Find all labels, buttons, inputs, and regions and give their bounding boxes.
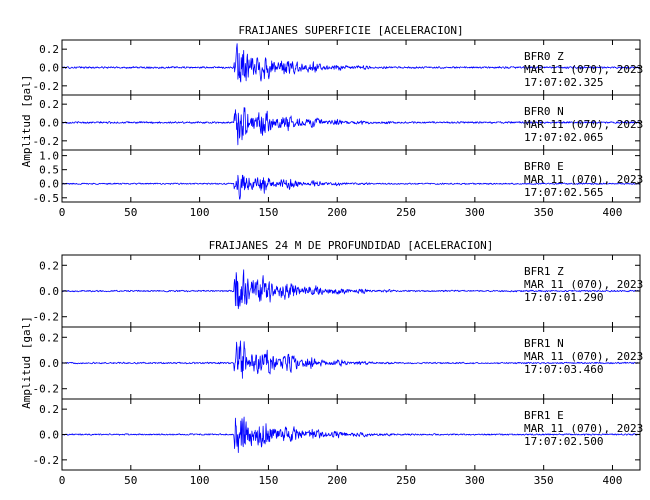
- y-tick-label: 0.0: [39, 178, 59, 191]
- x-tick-label: 0: [59, 474, 66, 487]
- station-date: MAR 11 (070), 2023: [524, 63, 643, 76]
- station-label: BFR0 E: [524, 160, 564, 173]
- y-tick-label: -0.2: [33, 454, 60, 467]
- x-tick-label: 400: [603, 474, 623, 487]
- y-tick-label: 0.0: [39, 285, 59, 298]
- station-time: 17:07:03.460: [524, 363, 603, 376]
- y-tick-label: -0.2: [33, 135, 60, 148]
- waveform-trace: [61, 340, 641, 379]
- y-axis-label: Amplitud [gal]: [20, 316, 33, 409]
- y-tick-label: 0.2: [39, 43, 59, 56]
- station-label: BFR1 N: [524, 337, 564, 350]
- station-label: BFR0 N: [524, 105, 564, 118]
- x-tick-label: 350: [534, 206, 554, 219]
- station-time: 17:07:01.290: [524, 291, 603, 304]
- x-tick-label: 350: [534, 474, 554, 487]
- station-date: MAR 11 (070), 2023: [524, 118, 643, 131]
- x-tick-label: 400: [603, 206, 623, 219]
- chart-title: FRAIJANES 24 M DE PROFUNDIDAD [ACELERACI…: [209, 239, 494, 252]
- station-time: 17:07:02.565: [524, 186, 603, 199]
- station-date: MAR 11 (070), 2023: [524, 422, 643, 435]
- chart-title: FRAIJANES SUPERFICIE [ACELERACION]: [238, 24, 463, 37]
- y-tick-label: 1.0: [39, 150, 59, 163]
- panel-frame: [61, 149, 641, 203]
- y-tick-label: 0.2: [39, 403, 59, 416]
- x-tick-label: 50: [124, 474, 137, 487]
- x-tick-label: 100: [190, 474, 210, 487]
- x-tick-label: 250: [396, 206, 416, 219]
- station-date: MAR 11 (070), 2023: [524, 173, 643, 186]
- y-tick-label: 0.0: [39, 117, 59, 130]
- waveform-trace: [61, 174, 640, 200]
- chart-group-2: FRAIJANES 24 M DE PROFUNDIDAD [ACELERACI…: [20, 239, 643, 487]
- station-label: BFR1 Z: [524, 265, 564, 278]
- y-tick-label: 0.2: [39, 98, 59, 111]
- y-tick-label: 0.2: [39, 331, 59, 344]
- y-tick-label: 0.0: [39, 429, 59, 442]
- x-tick-label: 50: [124, 206, 137, 219]
- y-tick-label: -0.2: [33, 311, 60, 324]
- station-time: 17:07:02.065: [524, 131, 603, 144]
- station-label: BFR0 Z: [524, 50, 564, 63]
- y-axis-label: Amplitud [gal]: [20, 75, 33, 168]
- x-tick-label: 300: [465, 206, 485, 219]
- station-label: BFR1 E: [524, 409, 564, 422]
- y-tick-label: -0.2: [33, 80, 60, 93]
- x-tick-label: 250: [396, 474, 416, 487]
- chart-group-1: FRAIJANES SUPERFICIE [ACELERACION] Amplit…: [20, 24, 643, 219]
- y-tick-label: 0.0: [39, 62, 59, 75]
- y-tick-label: 0.2: [39, 259, 59, 272]
- x-tick-label: 150: [258, 206, 278, 219]
- x-tick-label: 300: [465, 474, 485, 487]
- waveform-trace: [61, 269, 641, 310]
- y-tick-label: 0.0: [39, 357, 59, 370]
- station-time: 17:07:02.325: [524, 76, 603, 89]
- x-tick-label: 100: [190, 206, 210, 219]
- y-tick-label: -0.5: [33, 192, 60, 205]
- station-time: 17:07:02.500: [524, 435, 603, 448]
- waveform-trace: [61, 43, 641, 83]
- x-tick-label: 200: [327, 474, 347, 487]
- waveform-trace: [61, 107, 641, 146]
- y-tick-label: -0.2: [33, 383, 60, 396]
- station-date: MAR 11 (070), 2023: [524, 278, 643, 291]
- x-tick-label: 200: [327, 206, 347, 219]
- y-tick-label: 0.5: [39, 164, 59, 177]
- x-tick-label: 150: [258, 474, 278, 487]
- x-tick-label: 0: [59, 206, 66, 219]
- waveform-trace: [61, 416, 641, 453]
- station-date: MAR 11 (070), 2023: [524, 350, 643, 363]
